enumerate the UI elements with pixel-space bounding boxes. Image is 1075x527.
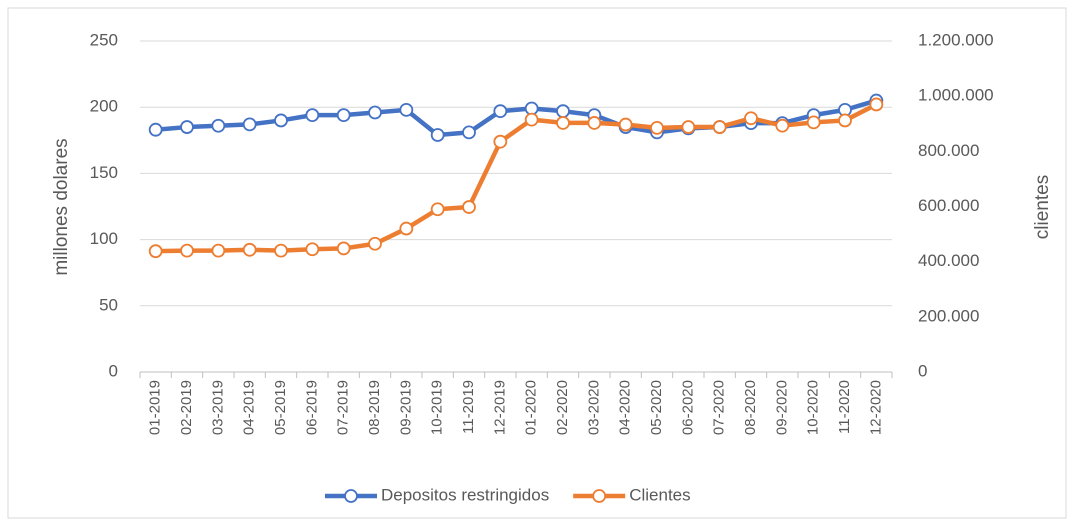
x-tick-label: 12-2020	[867, 380, 884, 435]
marker	[274, 243, 288, 258]
x-tick-label: 04-2020	[617, 380, 634, 435]
y-tick-label: 250	[90, 30, 118, 49]
y-axis-title: millones dolares	[51, 138, 72, 275]
legend-marker	[592, 489, 607, 503]
marker	[681, 120, 696, 134]
marker	[775, 118, 790, 133]
chart-frame	[7, 7, 1067, 519]
y2-tick-label: 200.000	[918, 306, 979, 325]
x-tick-label: 03-2020	[585, 380, 602, 435]
marker	[430, 202, 445, 217]
y-tick-label: 150	[90, 163, 118, 182]
x-tick-label: 07-2019	[335, 380, 352, 435]
x-tick-label: 08-2020	[742, 380, 759, 435]
marker	[493, 104, 508, 119]
marker	[274, 113, 288, 128]
marker	[806, 115, 821, 130]
y2-tick-label: 400.000	[918, 251, 979, 270]
marker	[838, 113, 852, 128]
x-tick-label: 10-2019	[429, 380, 446, 435]
marker	[493, 134, 508, 149]
legend-marker	[344, 489, 358, 503]
y-tick-label: 50	[99, 295, 118, 314]
x-tick-label: 01-2020	[523, 380, 540, 435]
x-tick-label: 06-2020	[679, 380, 696, 435]
y2-tick-label: 1.200.000	[918, 30, 994, 49]
x-tick-label: 09-2020	[773, 380, 790, 435]
y2-tick-label: 600.000	[918, 196, 979, 215]
marker	[368, 236, 382, 251]
marker	[242, 117, 257, 132]
y-tick-label: 200	[90, 97, 118, 116]
x-tick-label: 05-2020	[648, 380, 665, 435]
marker	[744, 111, 758, 126]
marker	[211, 243, 226, 258]
marker	[368, 105, 382, 120]
marker	[556, 116, 570, 130]
marker	[305, 108, 320, 123]
marker	[587, 116, 602, 130]
marker	[556, 104, 570, 119]
marker	[180, 120, 194, 134]
x-tick-label: 09-2019	[397, 380, 414, 435]
legend-label: Clientes	[629, 485, 690, 504]
marker	[336, 241, 351, 256]
x-tick-label: 02-2019	[178, 380, 195, 435]
y-tick-label: 100	[90, 229, 118, 248]
y2-tick-label: 800.000	[918, 141, 979, 160]
legend-label: Depositos restringidos	[381, 485, 549, 504]
marker	[869, 97, 884, 112]
x-tick-label: 05-2019	[272, 380, 289, 435]
marker	[462, 125, 476, 140]
marker	[524, 112, 539, 127]
y-tick-label: 0	[109, 361, 118, 380]
x-tick-label: 07-2020	[711, 380, 728, 435]
x-tick-label: 04-2019	[241, 380, 258, 435]
marker	[242, 242, 257, 257]
y2-tick-label: 0	[918, 361, 927, 380]
marker	[712, 120, 727, 134]
marker	[430, 128, 445, 142]
x-tick-label: 11-2019	[460, 380, 477, 434]
x-tick-label: 06-2019	[303, 380, 320, 435]
x-tick-label: 02-2020	[554, 380, 571, 435]
marker	[399, 102, 414, 117]
marker	[148, 122, 163, 137]
x-tick-label: 08-2019	[366, 380, 383, 435]
marker	[180, 243, 194, 258]
y2-tick-label: 1.000.000	[918, 86, 994, 105]
x-tick-label: 10-2020	[805, 380, 822, 435]
marker	[650, 120, 664, 135]
marker	[211, 118, 226, 133]
y2-axis-title: clientes	[1032, 175, 1053, 239]
x-tick-label: 12-2019	[491, 380, 508, 435]
x-tick-label: 03-2019	[209, 380, 226, 435]
x-tick-label: 11-2020	[836, 380, 853, 434]
marker	[618, 117, 633, 132]
marker	[462, 200, 476, 214]
x-tick-label: 01-2019	[147, 380, 164, 435]
marker	[336, 108, 351, 123]
marker	[148, 244, 163, 259]
marker	[399, 221, 414, 236]
marker	[305, 242, 320, 257]
